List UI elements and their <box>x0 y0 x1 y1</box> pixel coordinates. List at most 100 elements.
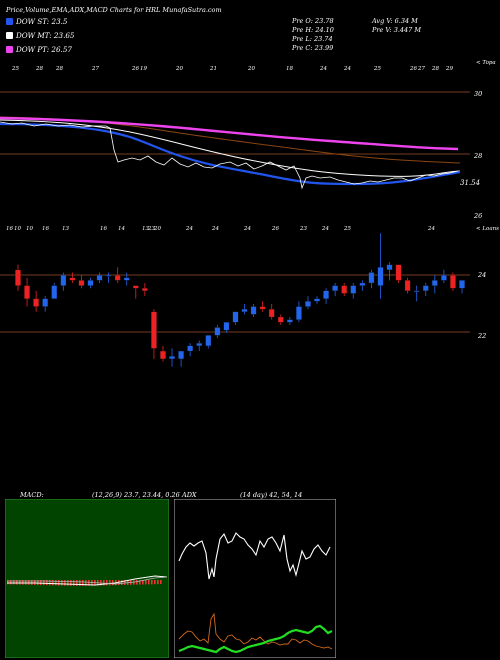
ema-long-line <box>0 116 459 151</box>
macd-hist-bar <box>49 580 51 586</box>
candle-body <box>33 298 39 307</box>
candle-date-label: 16 <box>6 226 13 232</box>
top-date-label: 27 <box>91 66 99 72</box>
candle-corner-label: < Loans <box>476 226 499 232</box>
candle-body <box>78 280 85 286</box>
top-date-label: 25 <box>11 66 19 72</box>
candle-body <box>404 280 411 291</box>
candle-body <box>114 274 121 281</box>
candle-body <box>296 306 302 320</box>
candle-date-label: 16 <box>42 226 49 232</box>
candle-body <box>431 280 438 286</box>
candle-body <box>42 298 49 307</box>
top-date-label: 26 <box>131 66 139 72</box>
candle-body <box>350 285 357 294</box>
macd-hist-bar <box>88 580 90 586</box>
macd-hist-bar <box>67 580 69 586</box>
candle-date-label: 14 <box>118 226 125 232</box>
candle-body <box>441 274 447 281</box>
macd-hist-bar <box>7 580 9 585</box>
macd-hist-bar <box>22 580 24 585</box>
legend-swatch-mt <box>6 32 13 39</box>
top-date-label: 27 <box>417 66 425 72</box>
macd-hist-bar <box>46 580 48 586</box>
candle-body <box>105 274 112 277</box>
macd-hist-bar <box>79 580 81 586</box>
candle-date-label: 24 <box>427 226 435 232</box>
stat-pre-close: Pre C: 23.99 <box>292 44 334 52</box>
candle-date-labels: 16 10 10 16 13 16 14 13 23 20 24 24 24 26 23 24 25 24 <box>6 226 435 232</box>
candle-body <box>323 290 329 299</box>
legend-swatch-pt <box>6 46 13 53</box>
macd-hist-bar <box>16 580 18 585</box>
candle-body <box>160 350 166 360</box>
stat-pre-open: Pre O: 23.78 <box>292 17 334 25</box>
candle-body <box>268 309 275 318</box>
top-date-label: 29 <box>445 66 453 72</box>
candle-body <box>314 298 320 302</box>
macd-hist-bar <box>145 580 147 585</box>
top-date-label: 26 <box>409 66 417 72</box>
top-date-label: 18 <box>286 66 293 72</box>
macd-hist-bar <box>34 580 36 585</box>
stat-pre-low: Pre L: 23.74 <box>292 35 333 43</box>
top-date-label: 24 <box>343 66 351 72</box>
legend-pt: DOW PT: 26.57 <box>16 45 72 54</box>
stat-pre-high: Pre H: 24.10 <box>292 26 334 34</box>
macd-hist-bar <box>31 580 33 585</box>
macd-hist-bar <box>82 580 84 586</box>
top-date-label: 19 <box>140 66 147 72</box>
candle-date-label: 23 <box>147 226 155 232</box>
candle-body <box>96 274 103 281</box>
stat-avg-volume: Avg V: 6.34 M <box>372 17 418 25</box>
candle-ytick-2: 22 <box>477 332 486 340</box>
candle-ytick-1: 24 <box>477 271 486 279</box>
adx-chart <box>174 499 336 658</box>
macd-hist-bar <box>61 580 63 586</box>
adx-minus-di-line <box>178 612 333 650</box>
top-date-label: 21 <box>209 66 217 72</box>
candle-body <box>422 285 429 291</box>
top-date-label: 20 <box>247 66 255 72</box>
macd-hist-bar <box>37 580 39 585</box>
top-date-label: 25 <box>373 66 381 72</box>
candle-chart: < Loans 16 10 10 16 13 16 14 13 23 20 24 24 24 26 23 24… <box>0 226 499 367</box>
candle-body <box>305 301 311 307</box>
macd-hist-bar <box>139 580 141 585</box>
price-close-line <box>0 121 459 190</box>
candle-date-label: 24 <box>185 226 193 232</box>
candle-body <box>368 272 375 284</box>
stat-pre-volume: Pre V: 3.447 M <box>372 26 422 34</box>
macd-line <box>7 575 168 586</box>
top-date-label: 28 <box>431 66 439 72</box>
macd-hist-bar <box>58 580 60 586</box>
macd-hist-bar <box>40 580 42 586</box>
top-date-label: 28 <box>35 66 43 72</box>
candle-date-label: 16 <box>100 226 107 232</box>
candle-body <box>15 269 21 286</box>
macd-hist-bar <box>13 580 15 585</box>
macd-params: (12,26,9) 23.7, 23.44, 0.26 <box>92 491 180 499</box>
candle-body <box>151 311 157 349</box>
macd-chart <box>5 499 169 658</box>
candle-body <box>341 285 348 294</box>
top-date-label: 28 <box>55 66 63 72</box>
candle-body <box>196 343 203 346</box>
adx-line <box>178 624 333 654</box>
candle-body <box>286 319 293 323</box>
macd-hist-bar <box>112 580 114 586</box>
candle-body <box>459 280 465 289</box>
macd-hist-bar <box>64 580 66 586</box>
macd-hist-bar <box>109 580 111 586</box>
candle-body <box>187 345 194 352</box>
adx-label: ADX <box>182 491 197 499</box>
macd-hist-bar <box>121 580 123 585</box>
candle-body <box>178 350 184 360</box>
macd-hist-bar <box>160 580 162 585</box>
ema-mid-line <box>0 119 461 177</box>
candle-date-label: 10 <box>14 226 21 232</box>
top-date-labels: 25 28 28 27 26 19 20 21 20 18 24 24 25 26 27 28 29 <box>11 66 453 72</box>
macd-hist-bar <box>76 580 78 586</box>
macd-hist-bar <box>70 580 72 586</box>
macd-hist-bar <box>103 580 105 586</box>
